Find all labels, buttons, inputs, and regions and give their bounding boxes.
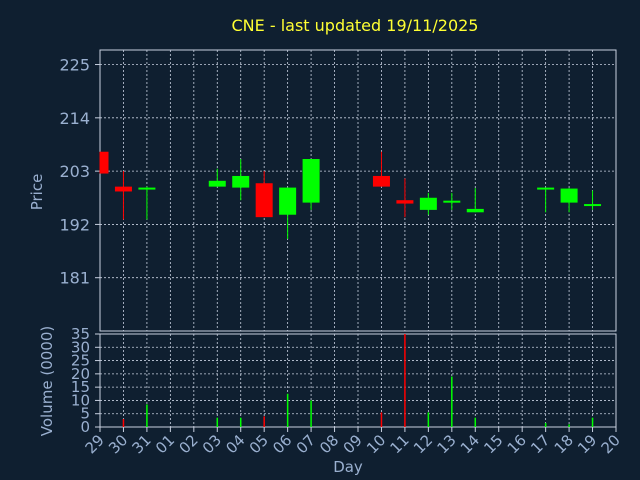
x-tick-label: 20	[598, 431, 624, 457]
candle-body	[537, 187, 555, 190]
candle-body	[584, 204, 602, 207]
volume-bar	[380, 412, 383, 427]
candle-body	[396, 200, 414, 204]
candle-body	[560, 188, 578, 203]
candle-body	[100, 151, 109, 174]
x-tick-label: 10	[363, 431, 389, 457]
x-tick-label: 11	[387, 431, 413, 457]
price-panel: 181 192 203 214 225	[59, 49, 617, 332]
x-tick-label: 08	[316, 431, 342, 457]
x-tick-label: 12	[410, 431, 436, 457]
x-tick-label: 19	[574, 431, 600, 457]
volume-bar	[286, 393, 289, 427]
volume-tick-label: 15	[71, 378, 90, 396]
price-tick-label: 181	[59, 269, 90, 288]
candle-body	[466, 208, 484, 213]
volume-tick-label: 20	[71, 365, 90, 383]
x-tick-label: 16	[504, 431, 530, 457]
candle-body	[279, 187, 297, 215]
x-tick-label: 04	[222, 431, 248, 457]
x-tick-label: 13	[433, 431, 459, 457]
x-tick-label: 30	[105, 431, 131, 457]
volume-bar	[451, 376, 453, 427]
price-axis-label: Price	[28, 174, 46, 211]
candle-body	[255, 183, 273, 218]
volume-axis-label: Volume (0000)	[38, 326, 56, 436]
volume-bar	[310, 400, 312, 427]
candle-body	[114, 186, 132, 192]
price-tick-label: 225	[59, 56, 90, 75]
x-tick-label: 15	[480, 431, 506, 457]
x-tick-label: 14	[457, 431, 483, 457]
volume-tick-label: 10	[71, 391, 90, 409]
volume-bar	[239, 417, 242, 427]
volume-bar	[263, 416, 265, 427]
volume-bar	[404, 334, 406, 427]
chart-title: CNE - last updated 19/11/2025	[232, 16, 479, 35]
x-tick-label: 31	[129, 431, 155, 457]
price-tick-label: 214	[59, 109, 90, 128]
volume-bar	[544, 423, 547, 427]
volume-tick-label: 5	[80, 405, 90, 423]
candle-body	[419, 197, 437, 210]
x-tick-label: 01	[152, 431, 178, 457]
volume-tick-label: 35	[71, 325, 90, 343]
x-tick-label: 05	[246, 431, 272, 457]
volume-bar	[122, 419, 125, 427]
price-tick-label: 192	[59, 215, 90, 234]
x-tick-label: 02	[175, 431, 201, 457]
volume-bar	[474, 417, 477, 427]
volume-tick-label: 30	[71, 338, 90, 356]
candle-body	[232, 175, 250, 188]
volume-tick-label: 0	[80, 418, 90, 436]
day-axis-label: Day	[333, 458, 363, 476]
candle-body	[372, 175, 390, 187]
candle-body	[138, 187, 156, 190]
price-tick-label: 203	[59, 162, 90, 181]
candle-body	[302, 159, 320, 203]
x-tick-label: 03	[199, 431, 225, 457]
x-tick-label: 09	[340, 431, 366, 457]
x-tick-label: 07	[293, 431, 319, 457]
volume-bar	[591, 417, 594, 427]
x-tick-labels: 2930310102030405060708091011121314151617…	[82, 427, 624, 457]
x-tick-label: 06	[269, 431, 295, 457]
volume-bar	[146, 404, 148, 427]
x-tick-label: 17	[527, 431, 553, 457]
x-tick-label: 18	[551, 431, 577, 457]
volume-bar	[216, 417, 219, 427]
candle-body	[443, 200, 461, 203]
volume-bar	[568, 424, 570, 427]
volume-tick-label: 25	[71, 352, 90, 370]
candle-body	[208, 180, 226, 187]
volume-bar	[427, 412, 430, 427]
